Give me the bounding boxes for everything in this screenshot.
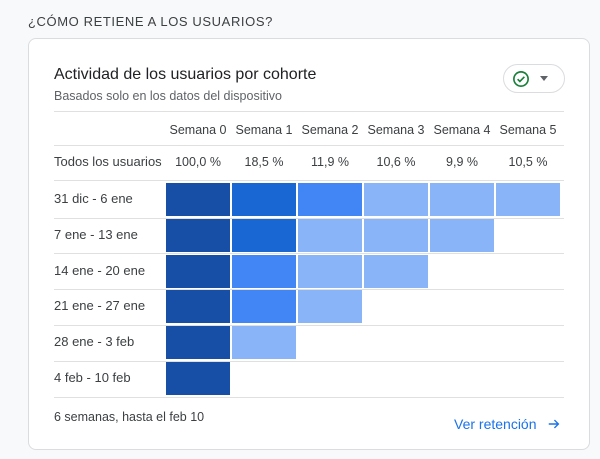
section-title: ¿CÓMO RETIENE A LOS USUARIOS? (28, 14, 273, 29)
heatmap-cell[interactable] (232, 183, 296, 216)
cohort-row-label: 7 ene - 13 ene (54, 226, 138, 242)
total-value-week-3: 10,6 % (376, 155, 416, 169)
heatmap-cell[interactable] (232, 254, 296, 288)
column-header-week-5: Semana 5 (499, 123, 557, 137)
cohort-row-label: 14 ene - 20 ene (54, 262, 146, 278)
cohort-row-label: 21 ene - 27 ene (54, 298, 146, 314)
status-dropdown-button[interactable] (503, 64, 565, 93)
heatmap-cell[interactable] (298, 290, 362, 324)
heatmap-cell[interactable] (298, 218, 362, 252)
total-value-week-1: 18,5 % (244, 155, 284, 169)
column-header-week-0: Semana 0 (169, 123, 227, 137)
date-range-note: 6 semanas, hasta el feb 10 (54, 410, 205, 424)
heatmap-cell[interactable] (166, 218, 230, 252)
heatmap-cell[interactable] (166, 183, 230, 216)
heatmap-cell[interactable] (166, 362, 230, 395)
check-circle-icon (513, 70, 529, 87)
heatmap-cell[interactable] (166, 290, 230, 324)
column-header-week-1: Semana 1 (235, 123, 293, 137)
heatmap-cell[interactable] (166, 254, 230, 288)
cohort-row-label: 31 dic - 6 ene (54, 191, 133, 206)
view-retention-label: Ver retención (454, 416, 537, 432)
heatmap-cell[interactable] (232, 326, 296, 360)
heatmap-cell[interactable] (166, 326, 230, 360)
divider (54, 396, 564, 398)
heatmap-cell[interactable] (430, 218, 494, 252)
cohort-row-label: 28 ene - 3 feb (54, 334, 135, 350)
card-subtitle: Basados solo en los datos del dispositiv… (54, 89, 282, 103)
cohort-card: Actividad de los usuarios por cohorte Ba… (28, 38, 590, 450)
card-title: Actividad de los usuarios por cohorte (54, 66, 317, 83)
column-header-week-4: Semana 4 (433, 123, 491, 137)
column-header-week-2: Semana 2 (301, 123, 359, 137)
total-value-week-0: 100,0 % (175, 155, 221, 169)
cohort-row-label: 4 feb - 10 feb (54, 370, 131, 385)
total-value-week-2: 11,9 % (311, 155, 349, 169)
heatmap-cell[interactable] (232, 290, 296, 324)
heatmap-cell[interactable] (496, 183, 560, 216)
caret-down-icon (540, 76, 548, 81)
divider (54, 253, 564, 255)
column-header-week-3: Semana 3 (367, 123, 425, 137)
divider (54, 180, 564, 181)
divider (54, 324, 564, 326)
divider (54, 360, 564, 362)
heatmap-cell[interactable] (430, 183, 494, 216)
divider (54, 111, 564, 112)
heatmap-cell[interactable] (298, 183, 362, 216)
view-retention-link[interactable]: Ver retención (454, 416, 561, 432)
divider (54, 217, 564, 219)
heatmap-cell[interactable] (364, 254, 428, 288)
heatmap-cell[interactable] (364, 183, 428, 216)
heatmap-cell[interactable] (298, 254, 362, 288)
total-value-week-5: 10,5 % (508, 155, 548, 169)
total-value-week-4: 9,9 % (446, 155, 478, 169)
arrow-right-icon (548, 419, 559, 429)
total-row-label: Todos los usuarios (54, 154, 162, 169)
heatmap-cell[interactable] (364, 218, 428, 252)
heatmap-cell[interactable] (232, 218, 296, 252)
divider (54, 145, 564, 146)
divider (54, 289, 564, 291)
